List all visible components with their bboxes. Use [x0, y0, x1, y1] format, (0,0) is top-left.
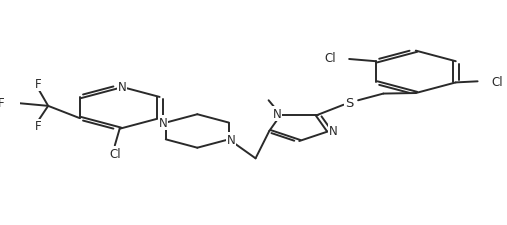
Text: N: N — [227, 133, 236, 146]
Text: N: N — [118, 81, 126, 93]
Text: S: S — [345, 97, 353, 110]
Text: N: N — [272, 108, 281, 121]
Text: F: F — [35, 120, 42, 133]
Text: F: F — [0, 97, 5, 110]
Text: Cl: Cl — [491, 75, 503, 88]
Text: Cl: Cl — [324, 52, 336, 65]
Text: N: N — [159, 117, 168, 130]
Text: Cl: Cl — [109, 147, 121, 160]
Text: N: N — [329, 125, 338, 138]
Text: F: F — [35, 78, 42, 91]
